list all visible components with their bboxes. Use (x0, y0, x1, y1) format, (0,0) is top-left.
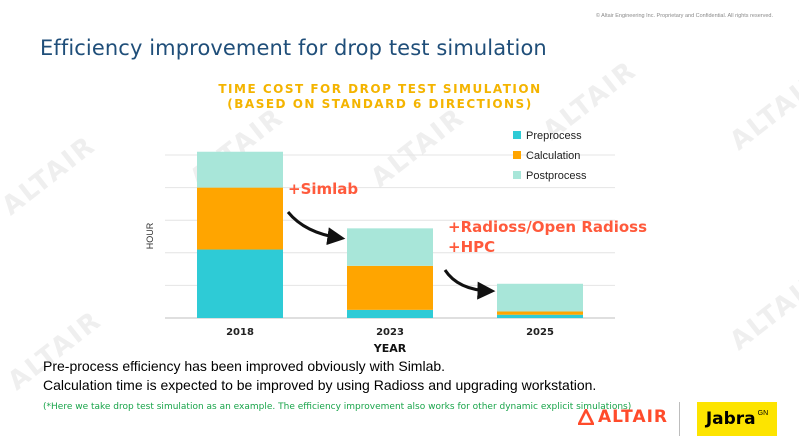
bar-postprocess-2025 (497, 283, 583, 312)
slide-title: Efficiency improvement for drop test sim… (40, 36, 547, 60)
altair-triangle-icon (578, 409, 594, 425)
legend-swatch-preprocess (513, 131, 521, 139)
bar-calculation-2023 (347, 265, 433, 310)
bar-calculation-2025 (497, 311, 583, 315)
arrow-2023-to-2025 (443, 269, 496, 300)
arrow-2018-to-2023 (286, 211, 346, 246)
altair-logo-text: ALTAIR (598, 407, 669, 427)
summary-line-1: Pre-process efficiency has been improved… (43, 358, 446, 374)
legend-swatch-postprocess (513, 171, 521, 179)
chart-subtitle: (BASED ON STANDARD 6 DIRECTIONS) (227, 97, 533, 111)
jabra-logo-text: Jabra (705, 409, 756, 429)
footnote: (*Here we take drop test simulation as a… (43, 402, 632, 412)
x-axis-label: YEAR (373, 342, 407, 355)
legend-swatch-calculation (513, 151, 521, 159)
annotation-radioss: +Radioss/Open Radioss (448, 218, 648, 236)
annotation-simlab: +Simlab (288, 180, 359, 198)
legend-label-calculation: Calculation (526, 150, 580, 162)
annotation-hpc: +HPC (448, 238, 496, 256)
summary-line-2: Calculation time is expected to be impro… (43, 377, 597, 393)
copyright-notice: © Altair Engineering Inc. Proprietary an… (595, 13, 773, 19)
legend-label-postprocess: Postprocess (526, 170, 587, 182)
chart-title: TIME COST FOR DROP TEST SIMULATION (218, 82, 542, 96)
x-tick-label: 2018 (226, 327, 254, 338)
x-tick-label: 2025 (526, 327, 554, 338)
altair-logo: ALTAIR (578, 407, 668, 427)
y-axis-label: HOUR (145, 222, 155, 249)
legend-label-preprocess: Preprocess (526, 130, 582, 142)
logo-divider (679, 402, 680, 436)
jabra-logo: Jabra GN (697, 402, 777, 436)
bar-preprocess-2025 (497, 314, 583, 318)
bar-postprocess-2018 (197, 151, 283, 188)
x-tick-label: 2023 (376, 327, 404, 338)
bar-postprocess-2023 (347, 228, 433, 266)
jabra-logo-sup: GN (757, 409, 769, 417)
bar-calculation-2018 (197, 187, 283, 250)
bar-preprocess-2018 (197, 249, 283, 318)
bar-preprocess-2023 (347, 309, 433, 318)
